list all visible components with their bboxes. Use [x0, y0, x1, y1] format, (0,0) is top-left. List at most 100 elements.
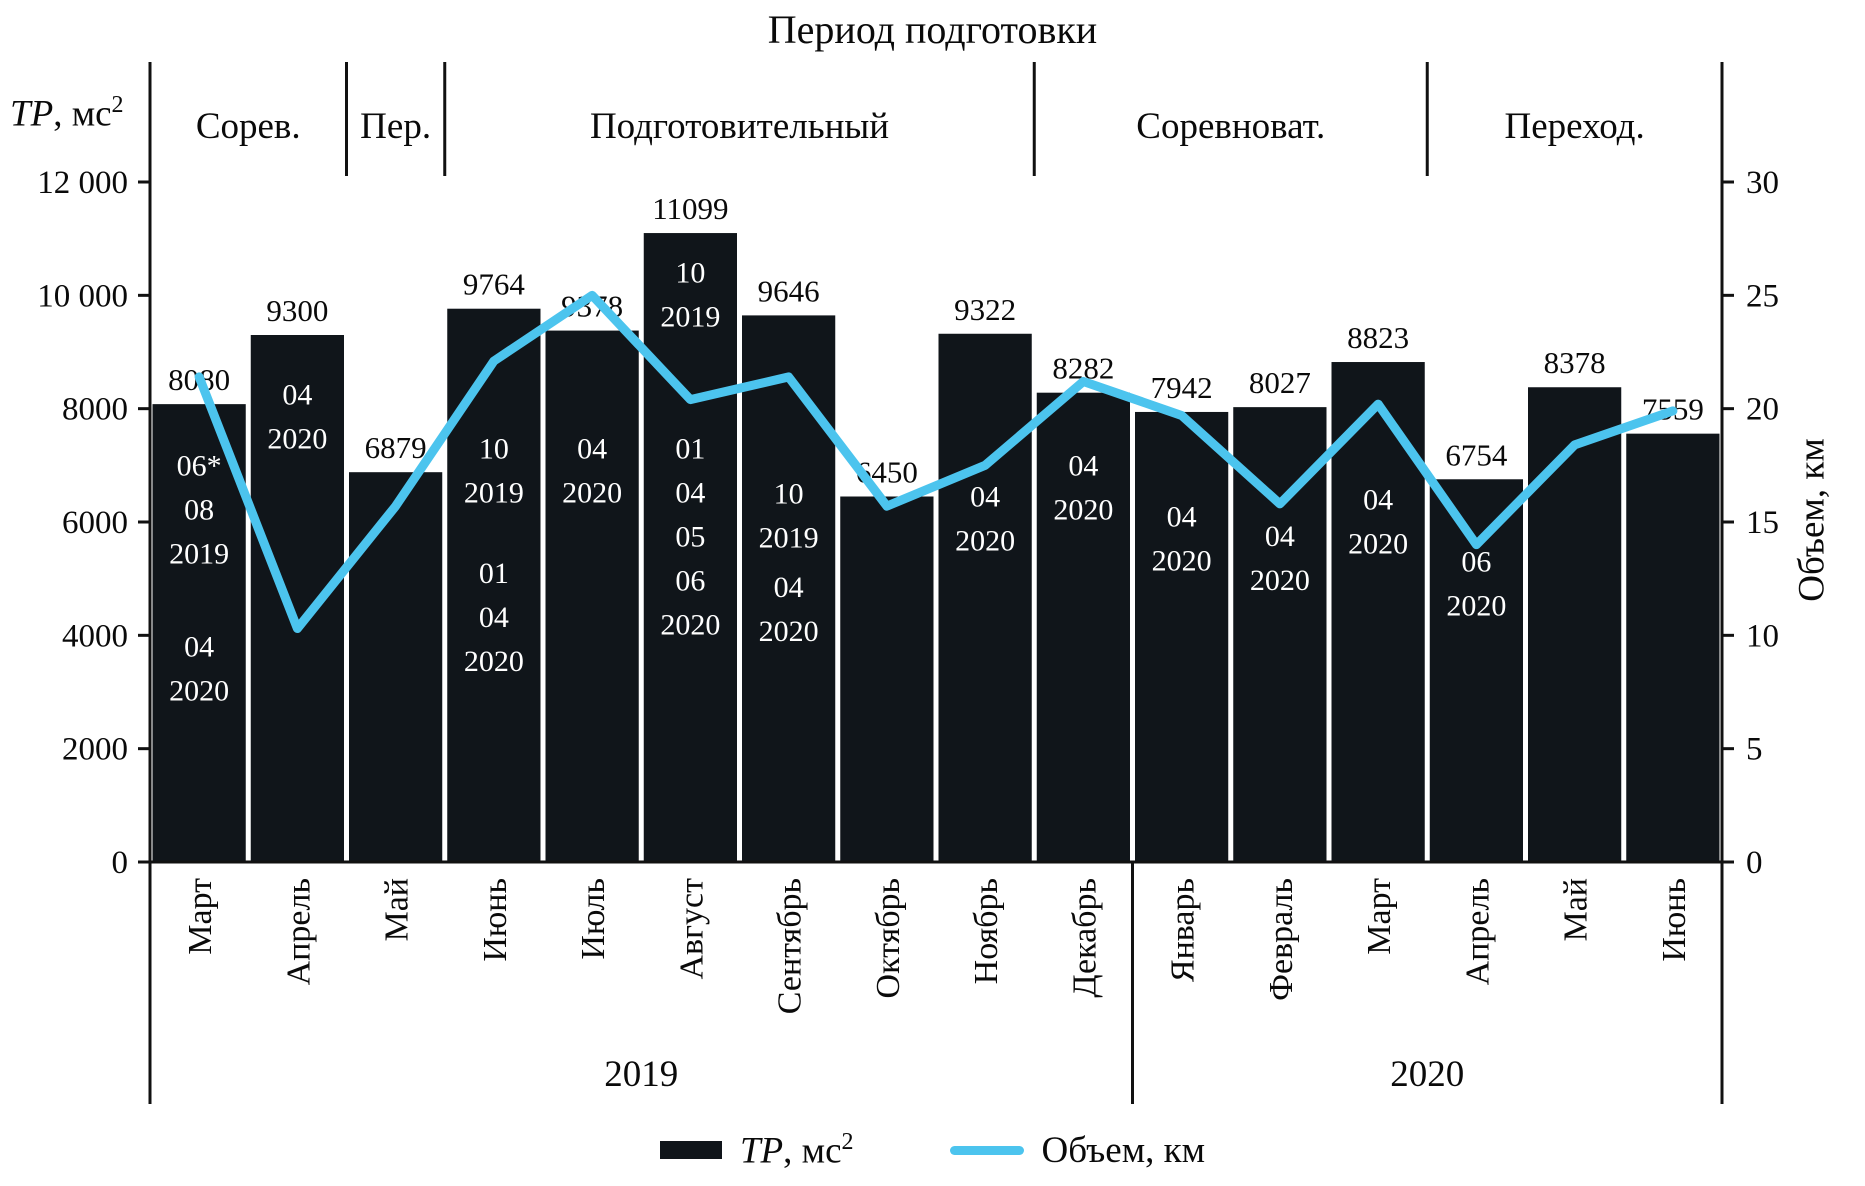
period-label: Соревноват. — [1136, 106, 1325, 147]
period-label: Переход. — [1505, 106, 1645, 147]
bar-annotation: 04 — [1068, 449, 1098, 482]
bar-annotation: 2020 — [169, 675, 229, 708]
left-tick-label: 8000 — [62, 392, 128, 428]
legend-bar-label: ТР, мс2 — [739, 1128, 854, 1171]
month-tick-label: Октябрь — [870, 878, 907, 998]
bar-annotation: 2020 — [1446, 590, 1506, 623]
month-tick-label: Апрель — [280, 878, 317, 985]
bar-annotation: 06* — [177, 449, 222, 482]
right-tick-label: 5 — [1746, 732, 1763, 768]
bar-Апрель-13 — [1429, 479, 1523, 862]
chart-title: Период подготовки — [767, 7, 1098, 52]
month-tick-label: Сентябрь — [772, 878, 809, 1014]
left-axis-label-exponent: 2 — [111, 92, 124, 118]
bar-annotation: 10 — [479, 432, 509, 465]
month-tick-label: Апрель — [1459, 878, 1496, 985]
bar-value-label: 8378 — [1544, 345, 1606, 380]
month-tick-label: Июль — [575, 878, 612, 960]
bar-value-label: 9300 — [266, 293, 328, 328]
bar-annotation: 04 — [675, 476, 705, 509]
bar-annotation: 2019 — [660, 301, 720, 334]
left-tick-label: 0 — [112, 845, 129, 881]
left-axis-label-unit: , мс — [53, 93, 112, 135]
month-tick-label: Январь — [1165, 878, 1202, 982]
bar-Май-2 — [349, 472, 443, 862]
left-tick-label: 6000 — [62, 505, 128, 541]
period-label: Пер. — [360, 106, 431, 147]
bar-value-label: 8027 — [1249, 365, 1311, 400]
bar-Март-0 — [152, 404, 246, 862]
bar-Ноябрь-8 — [938, 333, 1032, 863]
left-axis-label: ТР, мс2 — [10, 92, 124, 135]
bar-annotation: 2020 — [1250, 564, 1310, 597]
right-tick-label: 25 — [1746, 278, 1779, 314]
bar-value-label: 9322 — [954, 292, 1016, 327]
bar-annotation: 04 — [184, 631, 214, 664]
bar-annotation: 05 — [675, 520, 705, 553]
bar-Май-14 — [1528, 387, 1622, 862]
bar-Июль-4 — [545, 330, 639, 863]
bar-annotation: 06 — [1461, 546, 1491, 579]
bar-Октябрь-7 — [840, 496, 934, 862]
bar-value-label: 6879 — [365, 430, 427, 465]
bar-annotation: 2019 — [464, 476, 524, 509]
month-tick-label: Июнь — [1656, 878, 1693, 962]
right-tick-label: 15 — [1746, 505, 1779, 541]
chart-legend: ТР, мс2 Объем, км — [0, 1129, 1865, 1172]
right-tick-label: 20 — [1746, 392, 1779, 428]
bar-annotation: 10 — [774, 478, 804, 511]
left-tick-label: 4000 — [62, 618, 128, 654]
right-tick-label: 10 — [1746, 618, 1779, 654]
bar-annotation: 2020 — [955, 525, 1015, 558]
legend-item-bar: ТР, мс2 — [659, 1128, 854, 1172]
bar-value-label: 9646 — [758, 273, 820, 308]
line-swatch-icon — [949, 1145, 1024, 1155]
bar-annotation: 2020 — [1053, 493, 1113, 526]
month-tick-label: Июнь — [477, 878, 514, 962]
month-tick-label: Февраль — [1263, 878, 1300, 1001]
month-tick-label: Март — [1361, 878, 1398, 955]
bar-annotation: 04 — [577, 432, 607, 465]
bar-annotation: 04 — [282, 379, 312, 412]
volume-line — [194, 290, 1678, 634]
left-tick-label: 12 000 — [37, 165, 128, 201]
bar-annotation: 2020 — [1348, 527, 1408, 560]
bar-annotation: 04 — [774, 571, 804, 604]
month-tick-label: Август — [673, 878, 710, 980]
month-tick-label: Май — [379, 878, 416, 942]
left-tick-label: 10 000 — [37, 278, 128, 314]
bar-Август-5 — [643, 233, 737, 863]
bar-annotation: 2020 — [660, 608, 720, 641]
bar-annotation: 2020 — [464, 645, 524, 678]
bar-annotation: 2019 — [759, 522, 819, 555]
bar-Февраль-11 — [1233, 407, 1327, 862]
bar-annotation: 2020 — [1152, 544, 1212, 577]
bar-value-label: 11099 — [652, 191, 728, 226]
bar-Январь-10 — [1135, 411, 1229, 862]
left-tick-label: 2000 — [62, 732, 128, 768]
bar-annotation: 04 — [970, 481, 1000, 514]
bar-annotation: 2020 — [759, 615, 819, 648]
bar-value-label: 7942 — [1151, 370, 1213, 405]
bar-annotation: 2019 — [169, 537, 229, 570]
bar-value-label: 8823 — [1347, 320, 1409, 355]
bar-annotation: 04 — [1363, 483, 1393, 516]
bar-annotation: 01 — [675, 432, 705, 465]
year-label: 2019 — [604, 1054, 678, 1095]
bar-annotation: 10 — [675, 257, 705, 290]
bar-Декабрь-9 — [1036, 392, 1130, 862]
month-tick-label: Ноябрь — [968, 878, 1005, 984]
period-label: Сорев. — [196, 106, 301, 147]
bar-value-label: 6754 — [1445, 437, 1508, 472]
bar-Сентябрь-6 — [742, 315, 836, 863]
legend-line-label: Объем, км — [1041, 1129, 1205, 1171]
year-label: 2020 — [1390, 1054, 1464, 1095]
bar-annotation: 08 — [184, 493, 214, 526]
month-tick-label: Март — [182, 878, 219, 955]
bar-value-label: 9764 — [463, 267, 526, 302]
bar-annotation: 01 — [479, 557, 509, 590]
bar-annotation: 04 — [479, 601, 509, 634]
bar-Апрель-1 — [250, 335, 344, 862]
bar-Июнь-15 — [1626, 433, 1720, 862]
